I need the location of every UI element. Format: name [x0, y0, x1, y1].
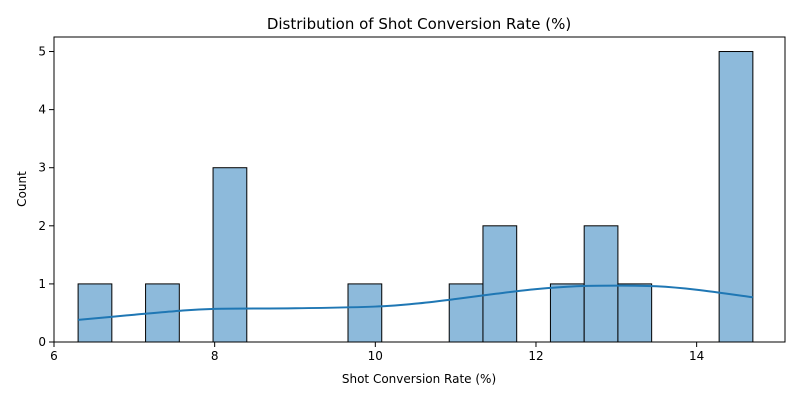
y-tick-label: 2 — [38, 219, 46, 233]
x-tick-label: 12 — [528, 349, 543, 363]
x-tick-label: 8 — [211, 349, 219, 363]
histogram-bar-8 — [583, 225, 619, 343]
chart-title: Distribution of Shot Conversion Rate (%) — [267, 15, 571, 33]
x-tick-label: 6 — [50, 349, 58, 363]
x-axis-label: Shot Conversion Rate (%) — [342, 372, 496, 386]
x-axis-ticks: 6 8 10 12 14 — [50, 342, 704, 363]
histogram-bar-10 — [718, 51, 754, 343]
histogram-bar-7 — [549, 283, 585, 343]
histogram-bar-3 — [212, 167, 248, 343]
kde-curve — [78, 284, 754, 321]
y-tick-label: 4 — [38, 103, 46, 117]
histogram-bar-6 — [482, 225, 518, 343]
histogram-bar-1 — [77, 283, 113, 343]
histogram-bar-4 — [347, 283, 383, 343]
y-axis-ticks: 0 1 2 3 4 5 — [38, 45, 54, 349]
y-tick-label: 3 — [38, 161, 46, 175]
histogram-bar-9 — [617, 283, 653, 343]
y-axis-label: Count — [15, 171, 29, 207]
y-tick-label: 1 — [38, 277, 46, 291]
histogram-bars — [77, 51, 754, 343]
x-tick-label: 14 — [689, 349, 704, 363]
plot-frame — [53, 36, 786, 343]
x-tick-label: 10 — [368, 349, 383, 363]
y-tick-label: 5 — [38, 45, 46, 59]
y-tick-label: 0 — [38, 335, 46, 349]
histogram-bar-5 — [448, 283, 484, 343]
